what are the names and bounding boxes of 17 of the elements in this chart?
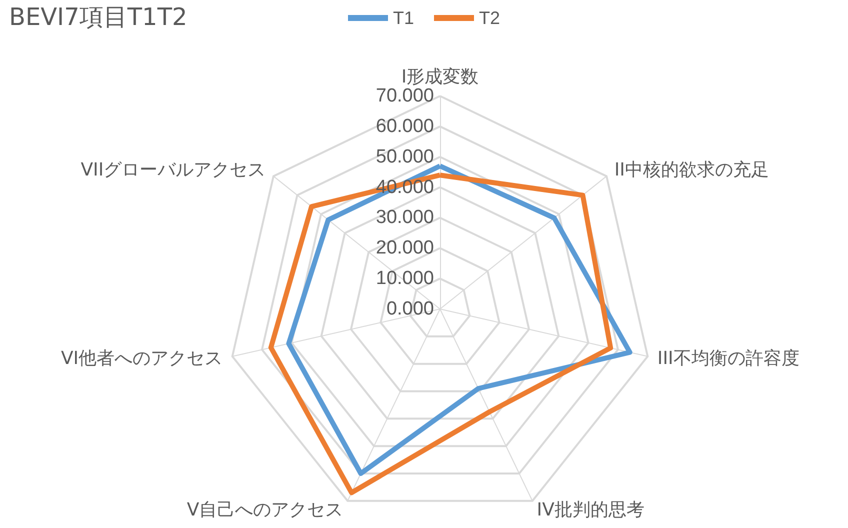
y-tick-label: 70.000 [376,86,434,106]
y-tick-label: 10.000 [376,268,434,290]
spoke-label: VI他者へのアクセス [60,348,223,370]
y-tick-label: 50.000 [376,146,434,168]
spoke-label: IV批判的思考 [536,499,644,520]
chart-title: BEVI7項目T1T2 [9,3,188,31]
y-tick-label: 60.000 [376,116,434,137]
spoke-label: III不均衡の許容度 [657,348,800,370]
legend-label: T2 [479,8,500,28]
spoke-label: VIIグローバルアクセス [80,159,266,180]
spoke-label: V自己へのアクセス [186,499,344,520]
spoke-label: II中核的欲求の充足 [614,159,769,180]
spoke-label: I形成変数 [401,66,479,88]
y-tick-label: 0.000 [386,298,434,320]
y-tick-label: 30.000 [376,207,434,228]
y-tick-label: 20.000 [376,238,434,259]
legend-label: T1 [392,8,414,28]
